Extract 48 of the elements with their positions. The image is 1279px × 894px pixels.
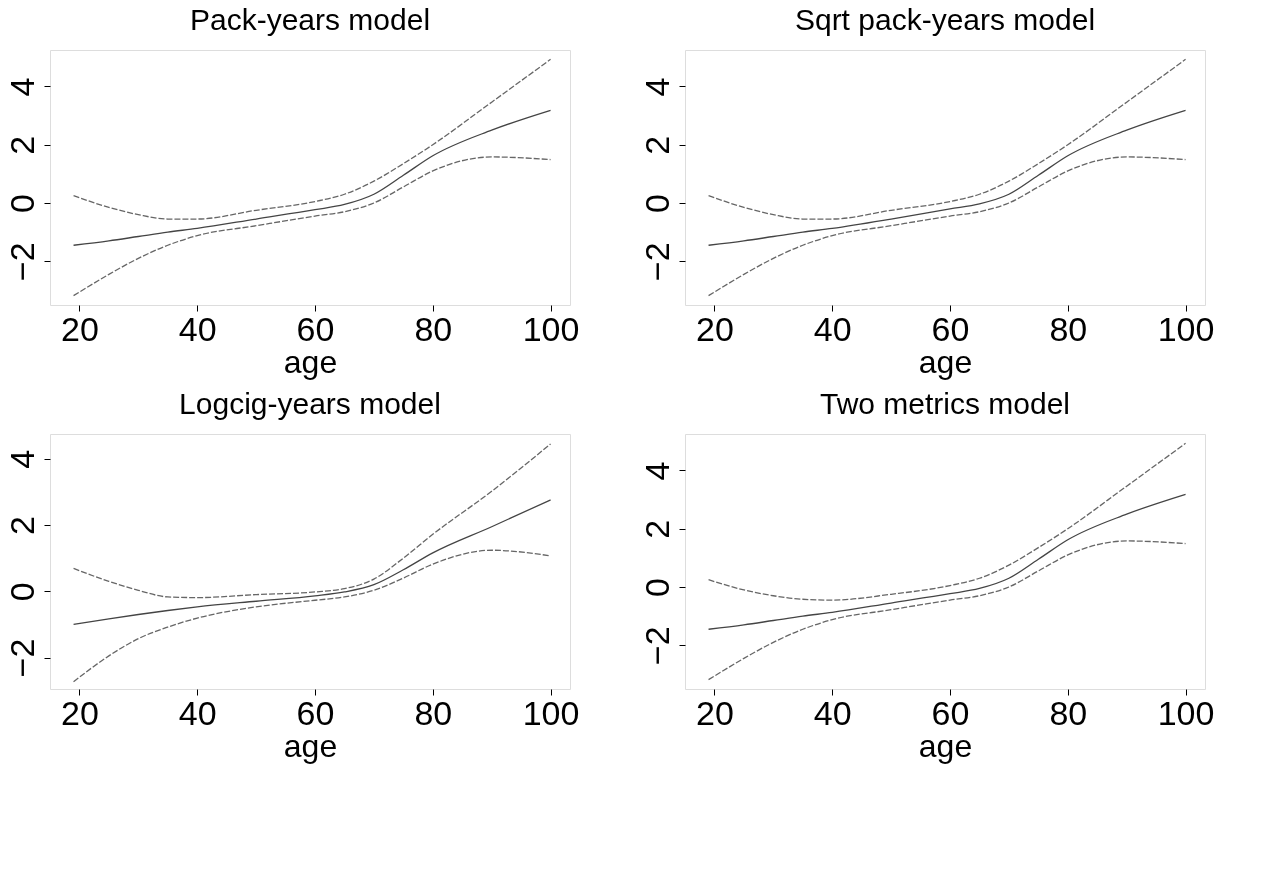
y-tick-label: 2: [637, 135, 676, 155]
line-series: [72, 109, 552, 246]
line-series: [72, 549, 552, 683]
x-tick-label: 40: [813, 693, 852, 732]
y-tick-label: 0: [637, 578, 676, 597]
x-tick-label: 20: [61, 693, 99, 732]
y-tick-label: 0: [637, 194, 676, 213]
line-series: [72, 443, 552, 599]
y-tick-label: 4: [2, 449, 41, 469]
line-series: [707, 493, 1187, 630]
y-tick-label: 4: [2, 77, 41, 97]
x-tick-label: 20: [696, 693, 734, 732]
y-tick-label: 2: [637, 519, 676, 539]
x-tick-label: 100: [1157, 309, 1215, 348]
chart-title: Sqrt pack-years model: [794, 3, 1096, 36]
y-tick-label: 2: [2, 135, 41, 155]
y-tick-label: 0: [2, 582, 41, 602]
x-tick-label: 40: [178, 693, 217, 732]
x-tick-label: 80: [414, 309, 453, 348]
line-series: [707, 109, 1187, 246]
x-tick-label: 20: [696, 309, 734, 348]
line-series: [707, 442, 1187, 601]
y-tick-label: 0: [2, 194, 41, 213]
chart-title: Logcig-years model: [179, 387, 441, 420]
x-tick-label: 20: [61, 309, 99, 348]
x-tick-label: 80: [1049, 309, 1088, 348]
y-tick-label: 4: [637, 77, 676, 97]
x-tick-label: 100: [1157, 693, 1215, 732]
chart-title: Pack-years model: [189, 3, 431, 36]
y-tick-label: −2: [637, 242, 676, 282]
chart-title: Two metrics model: [819, 387, 1071, 420]
x-tick-label: 80: [1049, 693, 1088, 732]
line-series: [707, 58, 1187, 220]
line-series: [707, 540, 1187, 681]
x-tick-label: 100: [522, 309, 580, 348]
x-tick-label: 100: [522, 693, 580, 732]
y-tick-label: −2: [2, 242, 41, 282]
x-tick-label: 80: [414, 693, 453, 732]
y-tick-label: −2: [637, 626, 676, 666]
line-series: [72, 58, 552, 220]
y-tick-label: 4: [637, 461, 676, 481]
x-tick-label: 40: [178, 309, 217, 348]
y-tick-label: 2: [2, 516, 41, 536]
x-tick-label: 40: [813, 309, 852, 348]
line-series: [72, 499, 552, 626]
line-series: [72, 156, 552, 297]
line-series: [707, 156, 1187, 297]
y-tick-label: −2: [2, 638, 41, 678]
